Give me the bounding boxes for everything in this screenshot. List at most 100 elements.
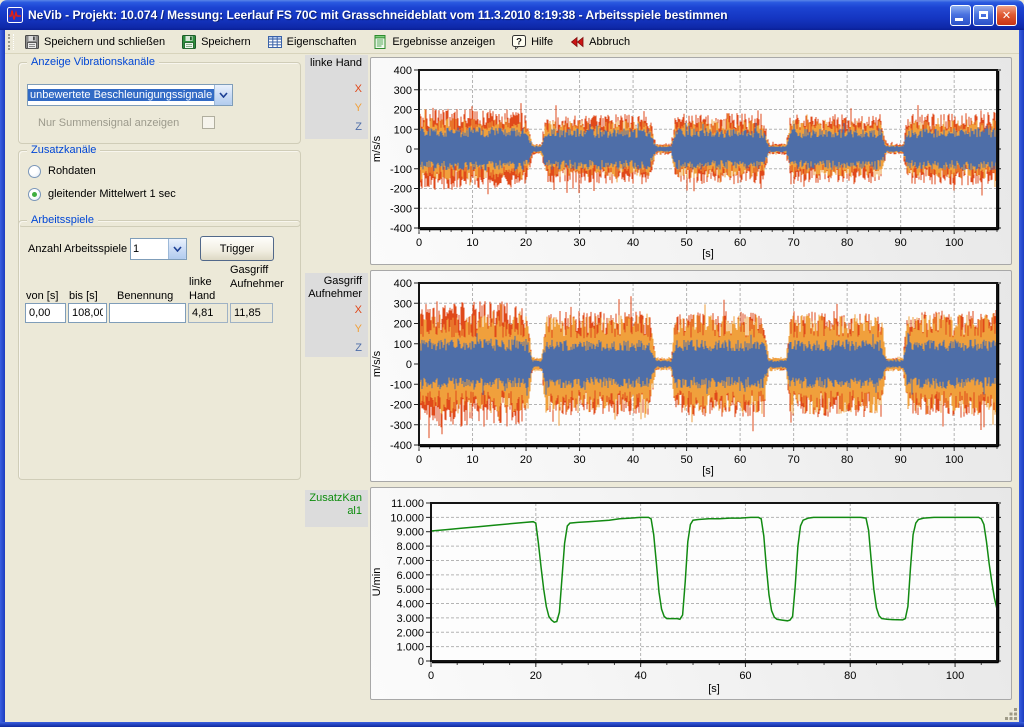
gleitender-mittelwert-label: gleitender Mittelwert 1 sec [48, 188, 176, 200]
help-label: Hilfe [531, 35, 554, 48]
abort-button[interactable]: Abbruch [563, 31, 636, 53]
chart3-plot[interactable]: 11.000 10.000 9.000 8.000 7.000 6.000 5.000 4.0… [371, 488, 1011, 699]
benennung-input[interactable] [109, 303, 186, 323]
show-results-label: Ergebnisse anzeigen [392, 35, 496, 48]
svg-text:m/s/s: m/s/s [371, 135, 383, 162]
chevron-down-icon[interactable] [214, 85, 232, 105]
window-border-right [1019, 30, 1024, 722]
svg-text:400: 400 [394, 278, 412, 290]
svg-text:-100: -100 [390, 164, 412, 176]
svg-text:70: 70 [788, 237, 800, 249]
rohdaten-radio[interactable] [28, 165, 41, 178]
bis-input[interactable] [68, 303, 107, 323]
svg-text:300: 300 [394, 85, 412, 97]
svg-text:60: 60 [734, 237, 746, 249]
channel-label-z: Z [355, 342, 362, 354]
abort-icon [570, 36, 584, 47]
properties-icon [267, 35, 282, 48]
svg-text:90: 90 [895, 237, 907, 249]
chart3-channel-legend: ZusatzKanal1 [305, 490, 368, 527]
gasgriff-threshold-field [230, 303, 273, 323]
properties-button[interactable]: Eigenschaften [261, 31, 363, 53]
svg-text:60: 60 [734, 454, 746, 466]
chart3-title: ZusatzKanal1 [309, 492, 362, 517]
toolbar-grip[interactable] [8, 33, 14, 50]
chart1-title: linke Hand [310, 57, 362, 69]
col-header-gasgriff-line1: Gasgriff [230, 264, 269, 276]
chevron-down-icon[interactable] [168, 239, 186, 259]
vibration-channel-combobox-value: unbewertete Beschleunigungssignale [28, 89, 214, 101]
svg-text:40: 40 [635, 670, 647, 682]
channel-label-z: Z [355, 121, 362, 133]
svg-text:0: 0 [406, 144, 412, 156]
toolbar: Speichern und schließen Speichern Eigens… [5, 30, 1019, 54]
svg-text:[s]: [s] [702, 248, 714, 260]
vibration-channel-combobox[interactable]: unbewertete Beschleunigungssignale [27, 84, 233, 106]
col-header-linke-line1: linke [189, 276, 212, 288]
svg-text:-300: -300 [390, 203, 412, 215]
svg-text:1.000: 1.000 [396, 642, 424, 654]
svg-text:80: 80 [841, 237, 853, 249]
svg-text:9.000: 9.000 [396, 527, 424, 539]
chart3-panel-zusatzkanal[interactable]: 11.000 10.000 9.000 8.000 7.000 6.000 5.000 4.0… [370, 487, 1012, 700]
window-border-bottom [0, 722, 1024, 727]
svg-text:-200: -200 [390, 184, 412, 196]
svg-text:11.000: 11.000 [391, 498, 424, 510]
svg-text:80: 80 [844, 670, 856, 682]
gleitender-mittelwert-radio[interactable] [28, 188, 41, 201]
maximize-button[interactable] [973, 4, 994, 26]
anzahl-arbeitsspiele-value: 1 [133, 243, 140, 255]
svg-text:8.000: 8.000 [396, 541, 424, 553]
svg-text:-400: -400 [390, 223, 412, 235]
app-waveform-icon [7, 7, 23, 23]
svg-text:400: 400 [394, 65, 412, 77]
svg-text:2.000: 2.000 [396, 627, 424, 639]
svg-text:0: 0 [416, 237, 422, 249]
svg-text:4.000: 4.000 [396, 599, 424, 611]
resize-grip[interactable] [1005, 708, 1018, 721]
svg-text:300: 300 [394, 298, 412, 310]
svg-text:100: 100 [946, 670, 964, 682]
svg-text:200: 200 [394, 105, 412, 117]
svg-text:200: 200 [394, 319, 412, 331]
svg-text:10: 10 [466, 454, 478, 466]
svg-text:20: 20 [520, 237, 532, 249]
help-button[interactable]: ? Hilfe [505, 31, 559, 53]
svg-text:10.000: 10.000 [390, 512, 424, 524]
save-and-close-button[interactable]: Speichern und schließen [18, 31, 171, 53]
trigger-button-label: Trigger [219, 242, 255, 255]
show-results-button[interactable]: Ergebnisse anzeigen [366, 31, 501, 53]
svg-text:80: 80 [841, 454, 853, 466]
anzahl-arbeitsspiele-combobox[interactable]: 1 [130, 238, 187, 260]
minimize-button[interactable] [950, 4, 971, 26]
anzahl-arbeitsspiele-label: Anzahl Arbeitsspiele [28, 243, 128, 255]
svg-text:100: 100 [945, 237, 963, 249]
chart1-panel-linke-hand[interactable]: 400 300 200 100 0 -100 -200 -300 -400 0 10 20 30 40 50… [370, 57, 1012, 265]
save-label: Speichern [201, 35, 251, 48]
chart1-plot[interactable]: 400 300 200 100 0 -100 -200 -300 -400 0 10 20 30 40 50… [371, 58, 1011, 264]
channel-label-y: Y [354, 102, 362, 114]
channel-label-x: X [354, 83, 362, 95]
svg-text:0: 0 [428, 670, 434, 682]
results-icon [374, 34, 386, 49]
channel-label-x: X [354, 304, 362, 316]
minimize-icon [955, 17, 963, 21]
title-bar[interactable]: NeVib - Projekt: 10.074 / Messung: Leerl… [0, 0, 1024, 30]
col-header-linke-line2: Hand [189, 290, 216, 302]
svg-text:30: 30 [573, 237, 585, 249]
von-input[interactable] [25, 303, 66, 323]
linke-hand-threshold-field [188, 303, 228, 323]
chart2-panel-gasgriff[interactable]: 400 300 200 100 0 -100 -200 -300 -400 0 10 20 30 40 50… [370, 270, 1012, 482]
svg-text:U/min: U/min [371, 568, 383, 597]
close-button[interactable]: ✕ [996, 4, 1017, 26]
svg-text:-200: -200 [390, 400, 412, 412]
svg-text:40: 40 [627, 237, 639, 249]
trigger-button[interactable]: Trigger [200, 236, 274, 261]
save-button[interactable]: Speichern [175, 31, 257, 53]
svg-text:[s]: [s] [702, 465, 714, 477]
chart2-plot[interactable]: 400 300 200 100 0 -100 -200 -300 -400 0 10 20 30 40 50… [371, 271, 1011, 481]
svg-text:0: 0 [416, 454, 422, 466]
